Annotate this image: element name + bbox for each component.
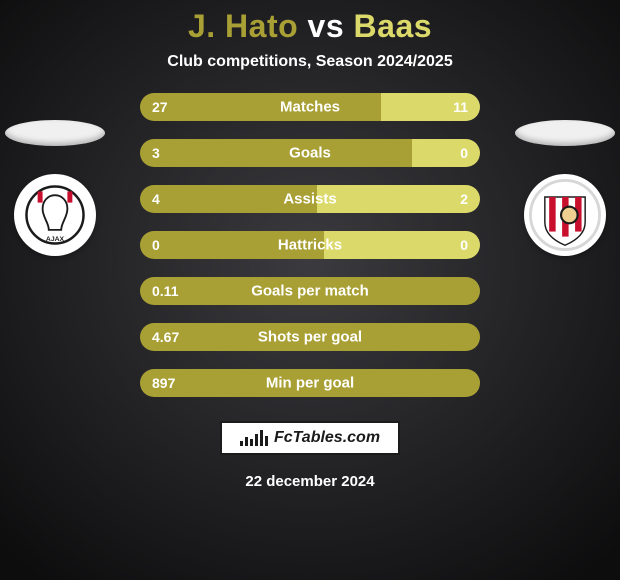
content-wrapper: J. Hato vs Baas Club competitions, Seaso… [0, 0, 620, 580]
stat-label: Goals [289, 145, 331, 162]
stat-value-left: 3 [152, 145, 160, 161]
club-logo-left: AJAX [14, 174, 96, 256]
stat-label: Assists [283, 191, 336, 208]
page-title: J. Hato vs Baas [188, 8, 432, 45]
stat-value-left: 4 [152, 191, 160, 207]
stat-value-right: 0 [460, 145, 468, 161]
player-placeholder-oval [515, 120, 615, 146]
stat-row: Min per goal 897 [140, 369, 480, 397]
stat-value-right: 0 [460, 237, 468, 253]
stat-value-left: 4.67 [152, 329, 179, 345]
player-placeholder-oval [5, 120, 105, 146]
club-logo-right [524, 174, 606, 256]
sparta-icon [529, 179, 601, 251]
stat-bar-right [317, 185, 480, 213]
stat-value-left: 0.11 [152, 283, 178, 299]
stat-bar-right [324, 231, 480, 259]
stat-bar-left [140, 139, 412, 167]
stat-label: Matches [280, 99, 340, 116]
stat-bar-left [140, 93, 381, 121]
watermark: FcTables.com [220, 421, 400, 455]
stat-row: Assists 4 2 [140, 185, 480, 213]
vs-text: vs [308, 8, 345, 44]
watermark-text: FcTables.com [274, 429, 380, 447]
stat-value-left: 27 [152, 99, 168, 115]
stat-value-left: 897 [152, 375, 175, 391]
subtitle: Club competitions, Season 2024/2025 [167, 53, 452, 71]
date-text: 22 december 2024 [245, 473, 374, 490]
stat-row: Shots per goal 4.67 [140, 323, 480, 351]
right-badge-holder [520, 120, 610, 256]
stat-row: Hattricks 0 0 [140, 231, 480, 259]
stat-value-left: 0 [152, 237, 160, 253]
stat-row: Goals 3 0 [140, 139, 480, 167]
stat-bar-right [412, 139, 480, 167]
player2-name: Baas [354, 8, 433, 44]
stat-row: Matches 27 11 [140, 93, 480, 121]
stat-value-right: 11 [453, 99, 468, 115]
stat-label: Min per goal [266, 375, 354, 392]
stat-value-right: 2 [460, 191, 468, 207]
svg-text:AJAX: AJAX [46, 236, 65, 243]
stats-container: Matches2711Goals30Assists42Hattricks00Go… [140, 93, 480, 397]
stat-label: Hattricks [278, 237, 342, 254]
player1-name: J. Hato [188, 8, 298, 44]
stat-label: Shots per goal [258, 329, 362, 346]
ajax-icon: AJAX [24, 184, 86, 246]
left-badge-holder: AJAX [10, 120, 100, 256]
stat-label: Goals per match [251, 283, 369, 300]
watermark-bars-icon [240, 430, 268, 446]
stat-row: Goals per match 0.11 [140, 277, 480, 305]
